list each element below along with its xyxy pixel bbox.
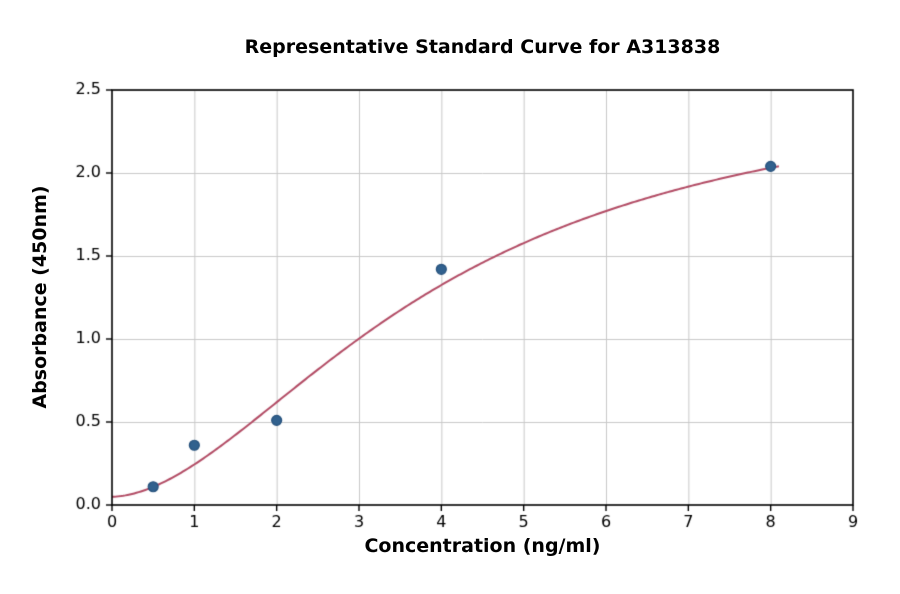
y-axis-label: Absorbance (450nm) — [29, 185, 51, 409]
x-axis-label: Concentration (ng/ml) — [364, 535, 601, 557]
chart-title: Representative Standard Curve for A31383… — [244, 36, 721, 58]
